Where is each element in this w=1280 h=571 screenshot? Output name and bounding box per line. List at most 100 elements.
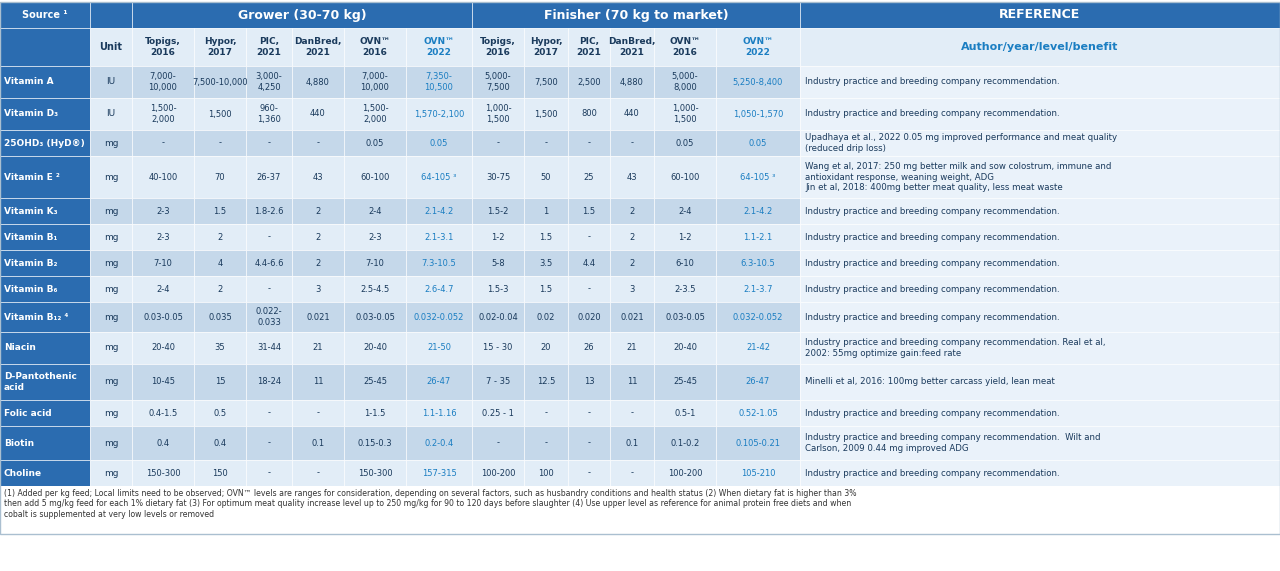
Text: 2.1-4.2: 2.1-4.2 [744, 207, 773, 215]
Text: 2-3: 2-3 [156, 232, 170, 242]
Text: OVN™
2022: OVN™ 2022 [424, 37, 454, 57]
Text: 0.021: 0.021 [621, 312, 644, 321]
Text: 0.1: 0.1 [311, 439, 325, 448]
Bar [195, 66, 246, 98]
Text: OVN™
2022: OVN™ 2022 [742, 37, 773, 57]
Text: 0.4-1.5: 0.4-1.5 [148, 408, 178, 417]
Text: 100-200: 100-200 [668, 468, 703, 477]
Bar [0, 28, 90, 66]
Bar [292, 332, 344, 364]
Bar [90, 224, 132, 250]
Text: Vitamin B₁₂ ⁴: Vitamin B₁₂ ⁴ [4, 312, 68, 321]
Text: Minelli et al, 2016: 100mg better carcass yield, lean meat: Minelli et al, 2016: 100mg better carcas… [805, 377, 1055, 387]
Bar [90, 400, 132, 426]
Bar [716, 426, 800, 460]
Text: -: - [316, 468, 320, 477]
Text: mg: mg [104, 344, 118, 352]
Bar [716, 224, 800, 250]
Text: 0.032-0.052: 0.032-0.052 [413, 312, 465, 321]
Text: 1.5: 1.5 [582, 207, 595, 215]
Bar [292, 130, 344, 156]
Text: mg: mg [104, 408, 118, 417]
Text: 1.8-2.6: 1.8-2.6 [255, 207, 284, 215]
Text: -: - [161, 139, 165, 147]
Bar [344, 28, 406, 66]
Bar [246, 130, 292, 156]
Text: 0.03-0.05: 0.03-0.05 [666, 312, 705, 321]
Bar [406, 364, 472, 400]
Bar [246, 28, 292, 66]
Bar [292, 98, 344, 130]
Text: -: - [588, 284, 590, 293]
Text: 11: 11 [627, 377, 637, 387]
Bar [568, 276, 611, 302]
Text: -: - [316, 408, 320, 417]
Bar [195, 98, 246, 130]
Text: 0.52-1.05: 0.52-1.05 [739, 408, 778, 417]
Bar [472, 66, 524, 98]
Text: 21: 21 [312, 344, 324, 352]
Bar [132, 460, 195, 486]
Bar [195, 198, 246, 224]
Text: -: - [219, 139, 221, 147]
Text: 2-4: 2-4 [156, 284, 170, 293]
Text: 0.05: 0.05 [366, 139, 384, 147]
Bar [0, 426, 90, 460]
Bar [568, 156, 611, 198]
Bar [524, 276, 568, 302]
Bar [568, 66, 611, 98]
Text: -: - [268, 468, 270, 477]
Text: Topigs,
2016: Topigs, 2016 [145, 37, 180, 57]
Bar [344, 98, 406, 130]
Text: 7 - 35: 7 - 35 [486, 377, 511, 387]
Text: Industry practice and breeding company recommendation.: Industry practice and breeding company r… [805, 232, 1060, 242]
Text: 15: 15 [215, 377, 225, 387]
Text: 1-2: 1-2 [492, 232, 504, 242]
Text: REFERENCE: REFERENCE [1000, 9, 1080, 22]
Bar [406, 276, 472, 302]
Bar [195, 224, 246, 250]
Bar [246, 156, 292, 198]
Bar [0, 98, 90, 130]
Text: 1-1.5: 1-1.5 [365, 408, 385, 417]
Bar [654, 98, 716, 130]
Bar [0, 276, 90, 302]
Text: 150-300: 150-300 [146, 468, 180, 477]
Bar [611, 130, 654, 156]
Text: 800: 800 [581, 110, 596, 119]
Bar [654, 28, 716, 66]
Bar [195, 364, 246, 400]
Bar [132, 2, 472, 28]
Text: 1.5-3: 1.5-3 [488, 284, 508, 293]
Bar [344, 156, 406, 198]
Bar [716, 400, 800, 426]
Text: 20-40: 20-40 [364, 344, 387, 352]
Text: 2.6-4.7: 2.6-4.7 [424, 284, 453, 293]
Bar [472, 198, 524, 224]
Text: 1,500-
2,000: 1,500- 2,000 [362, 104, 388, 124]
Text: 15 - 30: 15 - 30 [484, 344, 513, 352]
Text: 1,500-
2,000: 1,500- 2,000 [150, 104, 177, 124]
Bar [0, 460, 90, 486]
Bar [132, 198, 195, 224]
Text: Biotin: Biotin [4, 439, 35, 448]
Text: D-Pantothenic
acid: D-Pantothenic acid [4, 372, 77, 392]
Bar [344, 198, 406, 224]
Bar [611, 224, 654, 250]
Text: PIC,
2021: PIC, 2021 [576, 37, 602, 57]
Text: -: - [544, 139, 548, 147]
Bar [716, 198, 800, 224]
Bar [800, 332, 1280, 364]
Bar [800, 460, 1280, 486]
Bar [568, 460, 611, 486]
Text: 1,000-
1,500: 1,000- 1,500 [672, 104, 699, 124]
Text: mg: mg [104, 284, 118, 293]
Bar [716, 130, 800, 156]
Bar [568, 400, 611, 426]
Text: 25: 25 [584, 172, 594, 182]
Bar [0, 224, 90, 250]
Bar [292, 400, 344, 426]
Text: -: - [588, 232, 590, 242]
Text: 7.3-10.5: 7.3-10.5 [421, 259, 457, 267]
Bar [611, 332, 654, 364]
